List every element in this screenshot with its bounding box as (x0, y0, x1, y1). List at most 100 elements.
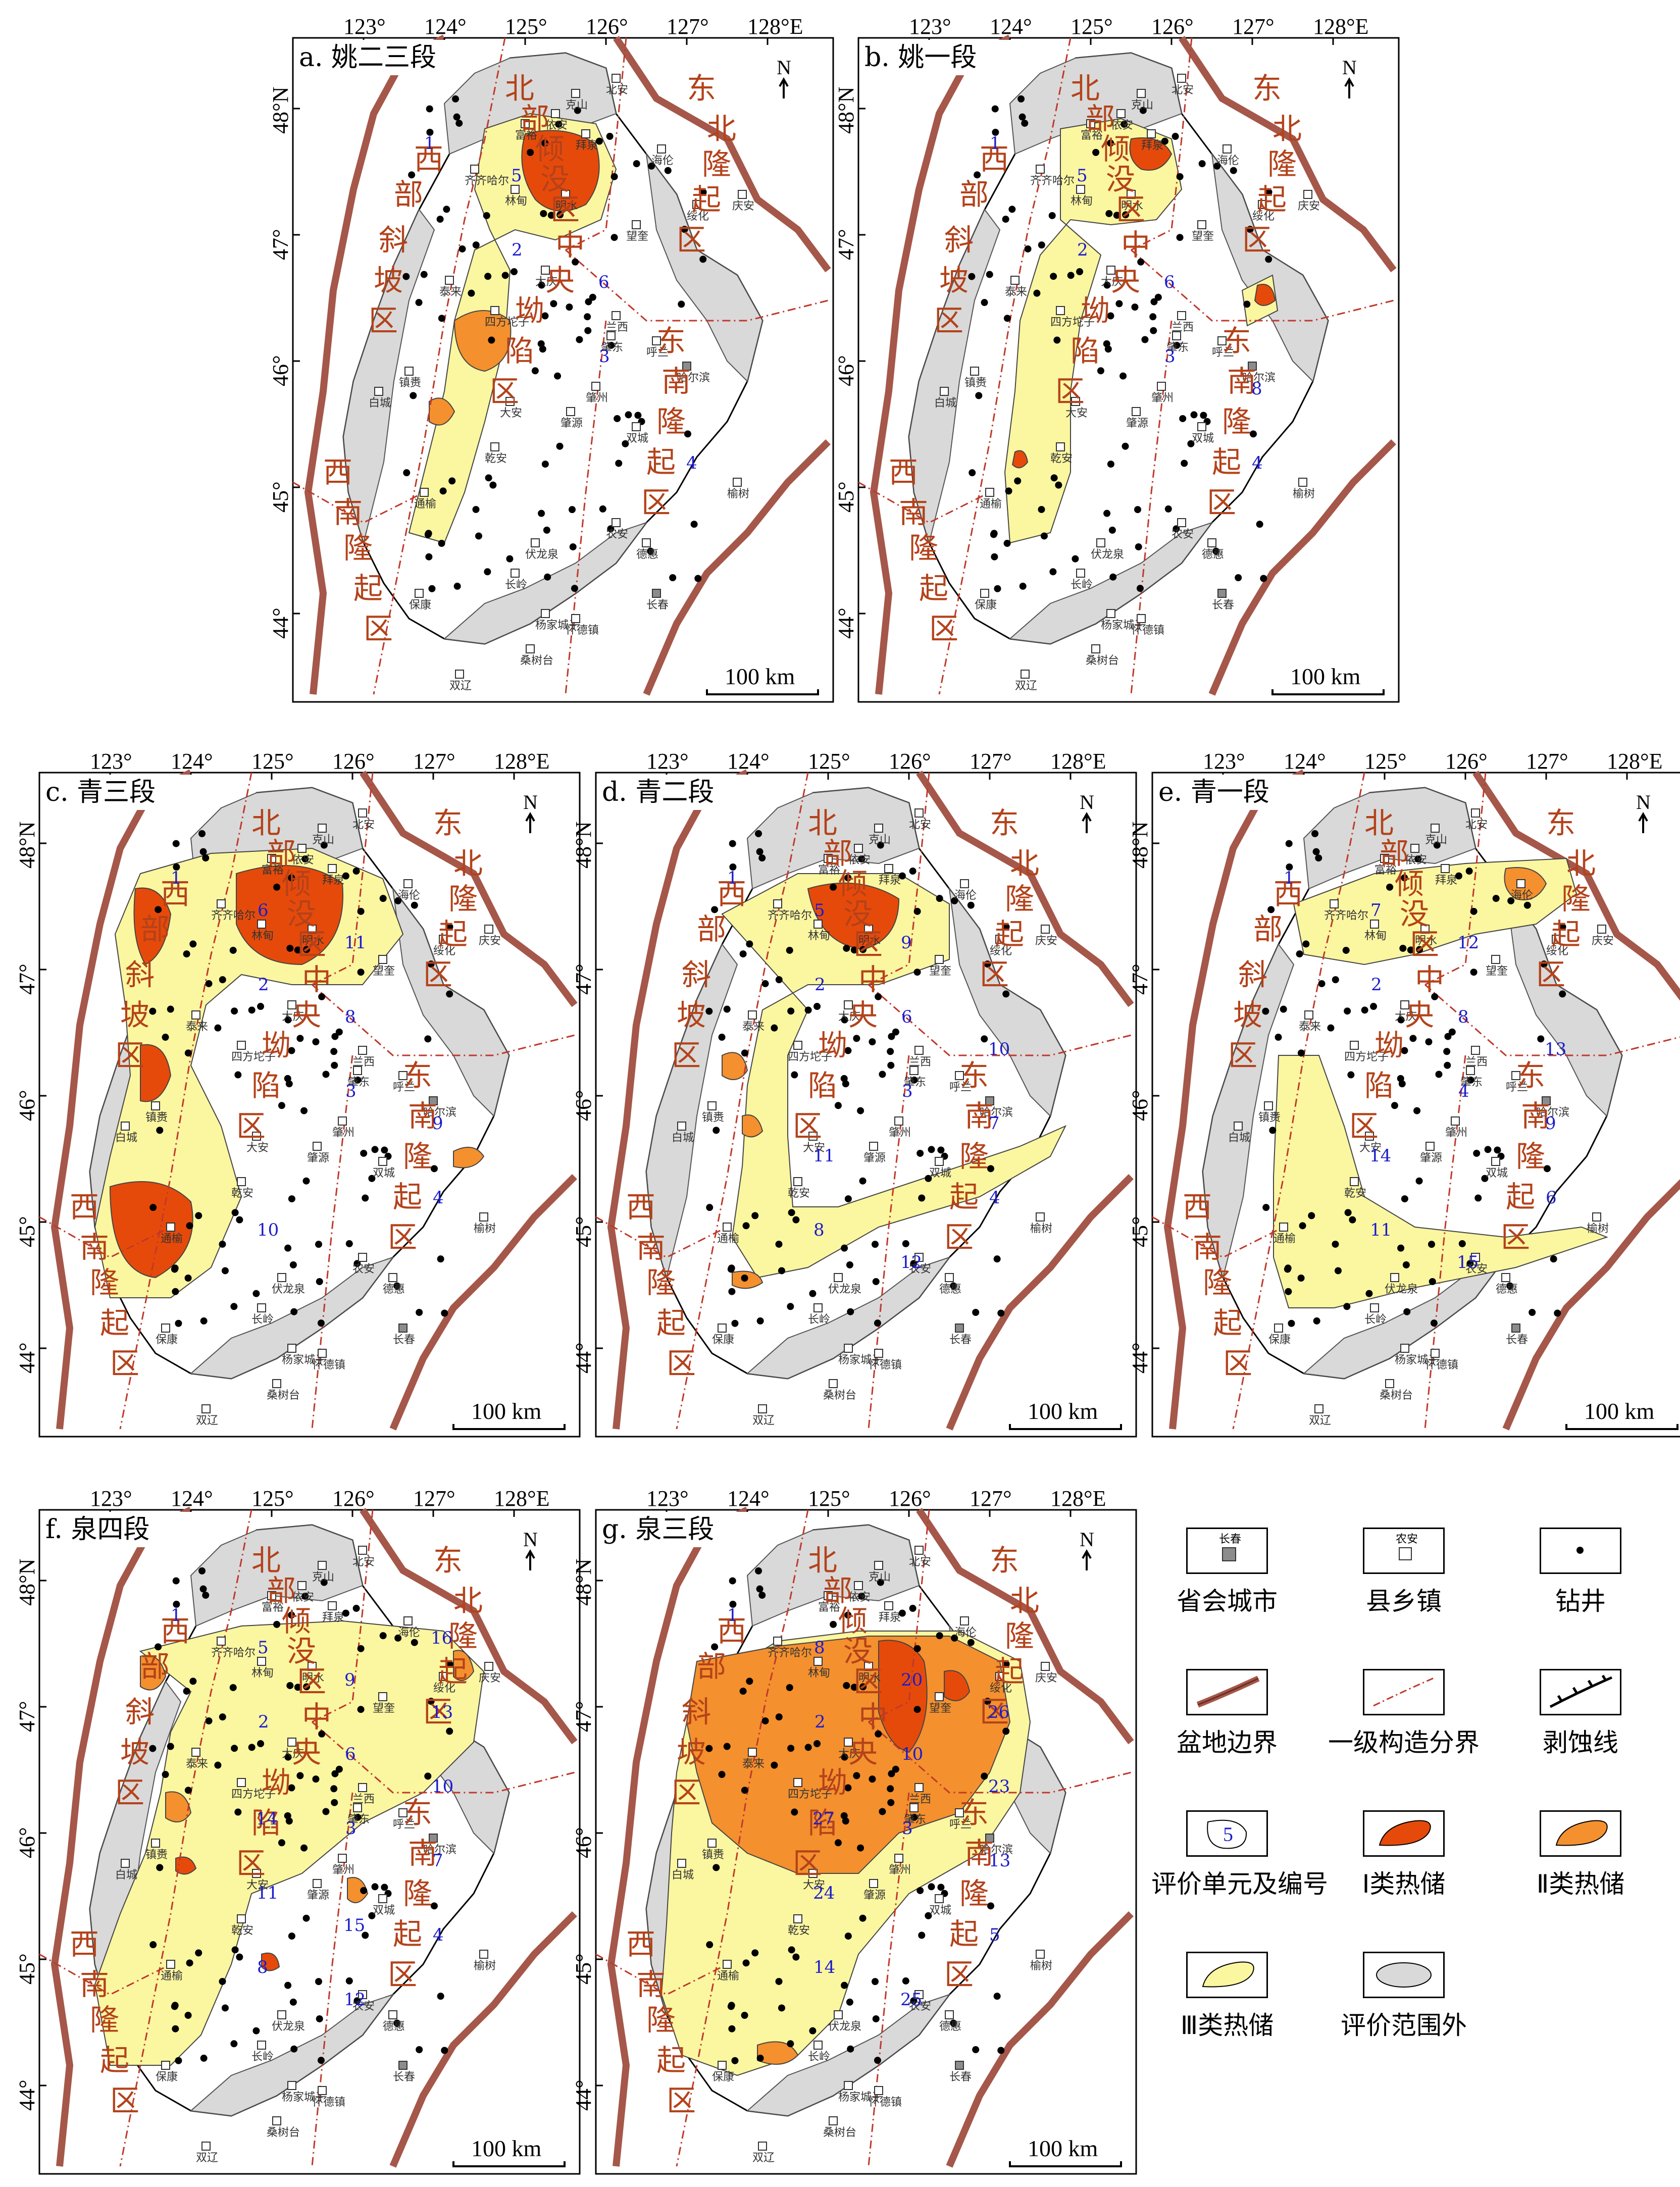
drill-well (1332, 976, 1339, 984)
drill-well (300, 1844, 308, 1852)
drill-well (360, 1887, 368, 1894)
evaluation-unit-number: 24 (813, 1883, 835, 1903)
drill-well (1315, 854, 1322, 862)
county-town-marker (1091, 644, 1100, 653)
drill-well (840, 1075, 848, 1082)
drill-well (888, 1033, 895, 1040)
evaluation-unit-number: 11 (813, 1146, 835, 1166)
region-label-north: 区 (297, 1664, 326, 1699)
drill-well (1260, 575, 1267, 582)
evaluation-unit-number: 23 (988, 1776, 1010, 1797)
county-town-marker (960, 1616, 969, 1625)
town-label: 乾安 (1050, 452, 1073, 465)
county-town-marker (1370, 1303, 1379, 1312)
drill-well (290, 2045, 298, 2053)
town-label: 伏龙泉 (525, 548, 558, 561)
drill-well (1267, 906, 1275, 913)
drill-well (394, 1634, 402, 1642)
lat-label: 46° (834, 355, 858, 386)
drill-well (1448, 1028, 1456, 1036)
evaluation-unit-number: 3 (902, 1818, 913, 1839)
evaluation-unit-number: 12 (900, 1252, 922, 1273)
county-town-marker (551, 109, 560, 118)
town-label: 白城 (672, 1869, 694, 1881)
lon-label: 127° (667, 14, 709, 39)
county-town-marker (267, 854, 276, 863)
scale-label: 100 km (1028, 2135, 1098, 2161)
drill-well (1187, 440, 1195, 447)
drill-well (303, 1683, 311, 1691)
region-label-northeast: 东 (433, 806, 463, 840)
drill-well (981, 299, 988, 307)
county-town-marker (313, 1142, 322, 1151)
town-label: 保康 (156, 2071, 178, 2083)
region-label-west: 坡 (677, 1735, 706, 1769)
county-town-marker (358, 1546, 367, 1555)
drill-well (1190, 411, 1198, 419)
drill-well (1344, 1007, 1351, 1015)
panel-title: f. 泉四段 (45, 1514, 149, 1545)
class1-reservoir (1011, 450, 1029, 469)
region-label-central: 坳 (818, 1765, 847, 1800)
town-label: 肇州 (586, 392, 608, 404)
town-label: 肇东 (347, 1076, 370, 1089)
drill-well (761, 1717, 769, 1724)
town-label: 泰来 (742, 1758, 765, 1770)
county-town-marker (914, 1046, 924, 1055)
drill-well (200, 1317, 208, 1325)
drill-well (756, 2054, 764, 2062)
town-label: 富裕 (818, 1601, 840, 1614)
drill-well (1050, 474, 1058, 482)
drill-well (844, 1932, 852, 1940)
drill-well (1443, 1048, 1451, 1055)
drill-well (761, 980, 769, 987)
town-label: 保康 (712, 2071, 734, 2083)
county-town-marker (277, 1273, 286, 1282)
drill-well (452, 95, 460, 103)
region-label-west: 部 (697, 1649, 726, 1684)
drill-well (1285, 840, 1293, 847)
region-label-central: 坳 (515, 293, 544, 328)
drill-well (312, 1038, 320, 1046)
town-label: 大庆 (535, 276, 557, 288)
north-arrow-icon (525, 811, 535, 833)
drill-well (459, 245, 466, 252)
town-label: 榆树 (1587, 1223, 1609, 1235)
legend-label: 钻井 (1555, 1587, 1606, 1616)
town-label: 明水 (1415, 935, 1437, 947)
town-label: 双城 (1486, 1167, 1508, 1180)
scale-bg (1000, 2130, 1129, 2170)
town-label: 通榆 (980, 498, 1002, 511)
map-frame-b: 123° 124° 125° 126° 127° 128°E48°N47°46°45°44… (834, 14, 1400, 703)
drill-well (742, 1222, 750, 1230)
drill-well (847, 1308, 854, 1315)
lon-label: 128°E (747, 14, 803, 39)
town-label: 德惠 (939, 2020, 961, 2033)
region-label-southeast: 东 (403, 1796, 432, 1830)
structure-boundary (1131, 249, 1394, 322)
lat-label: 45° (268, 481, 293, 513)
town-label: 泰来 (439, 286, 462, 298)
lat-label: 45° (571, 1216, 596, 1247)
county-town-marker (297, 1581, 307, 1590)
drill-well (1399, 944, 1407, 952)
drill-well (981, 1772, 988, 1780)
county-town-marker (201, 2142, 211, 2151)
county-town-marker (1127, 190, 1136, 199)
region-label-central: 央 (1111, 263, 1140, 297)
county-town-marker (1400, 1344, 1409, 1353)
drill-well (1269, 1127, 1277, 1134)
drill-well (1141, 336, 1149, 343)
drill-well (705, 1745, 713, 1752)
drill-well (869, 1775, 876, 1783)
outside-range-north (1303, 787, 1477, 890)
county-town-marker (313, 1879, 322, 1888)
map-panel-g: 123° 124° 125° 126° 127° 128°E 48°N 47° 46° 45° 44… (571, 1486, 1137, 2175)
legend: 长春 省会城市 农安 县乡镇 钻井 盆地边界 一级构造分界 剥蚀线 5 评价单元… (1151, 1528, 1656, 2133)
drill-well (294, 946, 301, 954)
drill-well (813, 1740, 821, 1748)
outside-range-north (746, 787, 920, 890)
region-label-central: 陷 (1071, 334, 1100, 368)
panel-title: g. 泉三段 (602, 1514, 714, 1545)
outside-range-north (1009, 52, 1183, 155)
